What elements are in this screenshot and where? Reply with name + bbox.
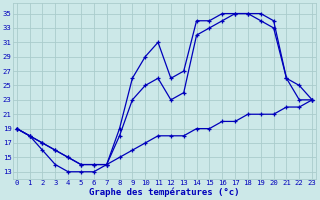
X-axis label: Graphe des températures (°c): Graphe des températures (°c) [89, 188, 240, 197]
